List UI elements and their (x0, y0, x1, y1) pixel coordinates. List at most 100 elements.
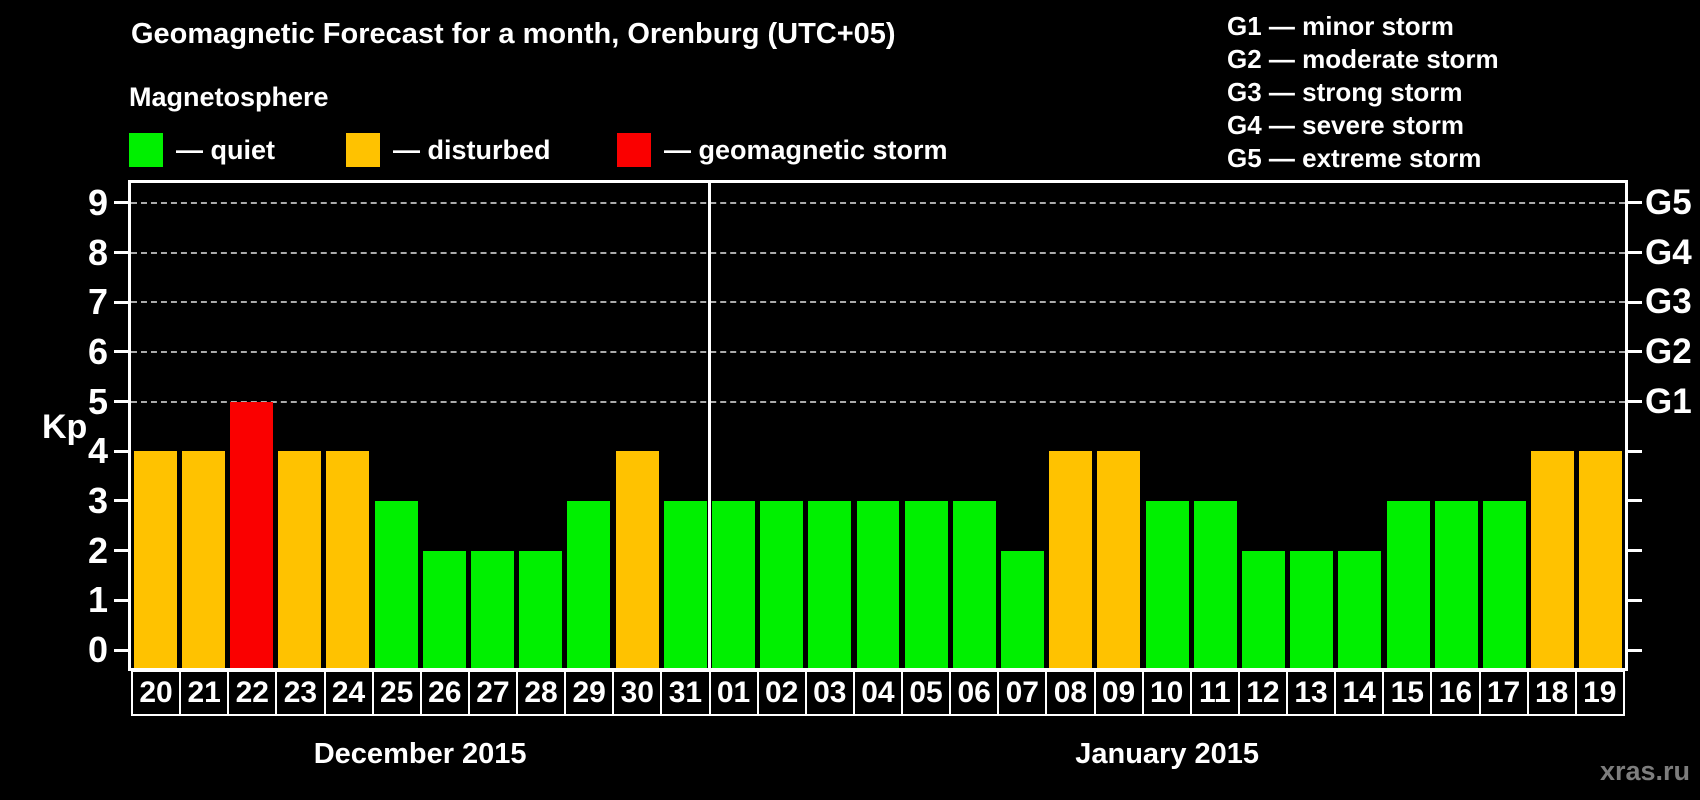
gridline-kp9 (131, 201, 1625, 204)
y-tick-right-1 (1628, 598, 1642, 602)
day-cell-24: 24 (323, 670, 374, 716)
gridline-kp5 (131, 400, 1625, 403)
y-tick-label-5: 5 (87, 380, 108, 422)
y-tick-left-7 (114, 300, 128, 304)
day-cell-13: 13 (1286, 670, 1337, 716)
kp-bar-day-08 (1049, 451, 1093, 668)
kp-bar-day-26 (422, 550, 466, 668)
y-tick-left-0 (114, 648, 128, 652)
y-tick-right-7 (1628, 300, 1642, 304)
y-tick-label-8: 8 (87, 231, 108, 273)
kp-bar-day-29 (567, 500, 611, 668)
legend-item-disturbed: — disturbed (346, 133, 551, 167)
day-cell-05: 05 (901, 670, 952, 716)
chart-title: Geomagnetic Forecast for a month, Orenbu… (131, 18, 896, 50)
kp-bar-day-05 (904, 500, 948, 668)
month-label-december: December 2015 (313, 738, 527, 770)
y-tick-left-5 (114, 400, 128, 404)
legend-label-storm: — geomagnetic storm (664, 134, 948, 165)
y-tick-left-2 (114, 549, 128, 553)
kp-bar-day-19 (1579, 451, 1623, 668)
y-tick-left-3 (114, 499, 128, 503)
kp-bar-day-01 (711, 500, 755, 668)
y-tick-label-6: 6 (87, 330, 108, 372)
legend-label-quiet: — quiet (176, 134, 275, 165)
magnetosphere-subtitle: Magnetosphere (129, 82, 329, 112)
y-tick-left-6 (114, 350, 128, 354)
g-legend-line-g3: G3 — strong storm (1227, 77, 1463, 107)
kp-bar-day-16 (1434, 500, 1478, 668)
y-tick-left-4 (114, 449, 128, 453)
day-cell-17: 17 (1478, 670, 1529, 716)
y-tick-right-6 (1628, 350, 1642, 354)
day-cell-21: 21 (179, 670, 230, 716)
day-cell-22: 22 (227, 670, 278, 716)
kp-bar-day-14 (1338, 550, 1382, 668)
y-tick-label-0: 0 (87, 629, 108, 670)
y-tick-label-1: 1 (87, 579, 108, 621)
gridline-kp7 (131, 301, 1625, 304)
kp-bar-day-03 (808, 500, 852, 668)
day-cell-30: 30 (612, 670, 663, 716)
y-tick-right-0 (1628, 648, 1642, 652)
day-cell-07: 07 (997, 670, 1048, 716)
kp-bar-day-24 (326, 451, 370, 668)
kp-bar-day-07 (1001, 550, 1045, 668)
g-legend-line-g2: G2 — moderate storm (1227, 44, 1499, 74)
watermark: xras.ru (1599, 756, 1690, 786)
kp-bar-day-31 (663, 500, 707, 668)
day-cell-28: 28 (516, 670, 567, 716)
day-cell-06: 06 (949, 670, 1000, 716)
kp-bar-day-15 (1386, 500, 1430, 668)
y-tick-right-5 (1628, 400, 1642, 404)
y-tick-left-9 (114, 201, 128, 205)
kp-bar-day-02 (760, 500, 804, 668)
quiet-color-swatch (129, 133, 163, 167)
day-cell-09: 09 (1093, 670, 1144, 716)
day-cell-25: 25 (371, 670, 422, 716)
day-cell-03: 03 (804, 670, 855, 716)
day-cell-29: 29 (564, 670, 615, 716)
kp-bar-day-17 (1483, 500, 1526, 668)
y-tick-right-8 (1628, 251, 1642, 255)
g-axis-label-g5: G5 (1645, 182, 1692, 222)
legend-label-disturbed: — disturbed (393, 134, 551, 165)
day-cell-15: 15 (1382, 670, 1433, 716)
y-tick-label-4: 4 (87, 430, 108, 472)
y-tick-label-2: 2 (87, 529, 108, 571)
y-tick-right-2 (1628, 549, 1642, 553)
kp-bar-day-25 (374, 500, 418, 668)
kp-bar-day-10 (1145, 500, 1189, 668)
g-legend-line-g1: G1 — minor storm (1227, 11, 1454, 41)
kp-bar-day-30 (615, 451, 659, 668)
disturbed-color-swatch (346, 133, 380, 167)
day-cell-14: 14 (1334, 670, 1385, 716)
y-tick-right-4 (1628, 449, 1642, 453)
kp-bar-day-04 (856, 500, 900, 668)
kp-bar-day-18 (1531, 451, 1575, 668)
kp-bar-day-23 (278, 451, 322, 668)
day-cell-20: 20 (131, 670, 182, 716)
kp-bar-day-12 (1242, 550, 1286, 668)
day-cell-04: 04 (852, 670, 903, 716)
y-tick-left-1 (114, 598, 128, 602)
day-cell-10: 10 (1141, 670, 1192, 716)
y-tick-label-7: 7 (87, 281, 108, 323)
kp-bar-day-13 (1290, 550, 1334, 668)
g-axis-label-g1: G1 (1645, 381, 1692, 421)
month-divider (707, 183, 711, 668)
g-axis-label-g2: G2 (1645, 331, 1692, 371)
kp-bar-day-20 (133, 451, 177, 668)
g-legend-line-g4: G4 — severe storm (1227, 110, 1465, 140)
legend-item-storm: — geomagnetic storm (617, 133, 948, 167)
kp-bar-day-21 (181, 451, 225, 668)
kp-bar-day-11 (1193, 500, 1237, 668)
g-axis-label-g3: G3 (1645, 282, 1692, 322)
day-axis-row: 20 21 22 23 24 25 26 27 28 29 30 31 01 02 03 04 05 06 07 08… (131, 670, 1625, 716)
kp-bar-day-27 (470, 550, 514, 668)
y-tick-left-8 (114, 251, 128, 255)
kp-bar-day-22 (229, 401, 273, 668)
day-cell-27: 27 (467, 670, 518, 716)
